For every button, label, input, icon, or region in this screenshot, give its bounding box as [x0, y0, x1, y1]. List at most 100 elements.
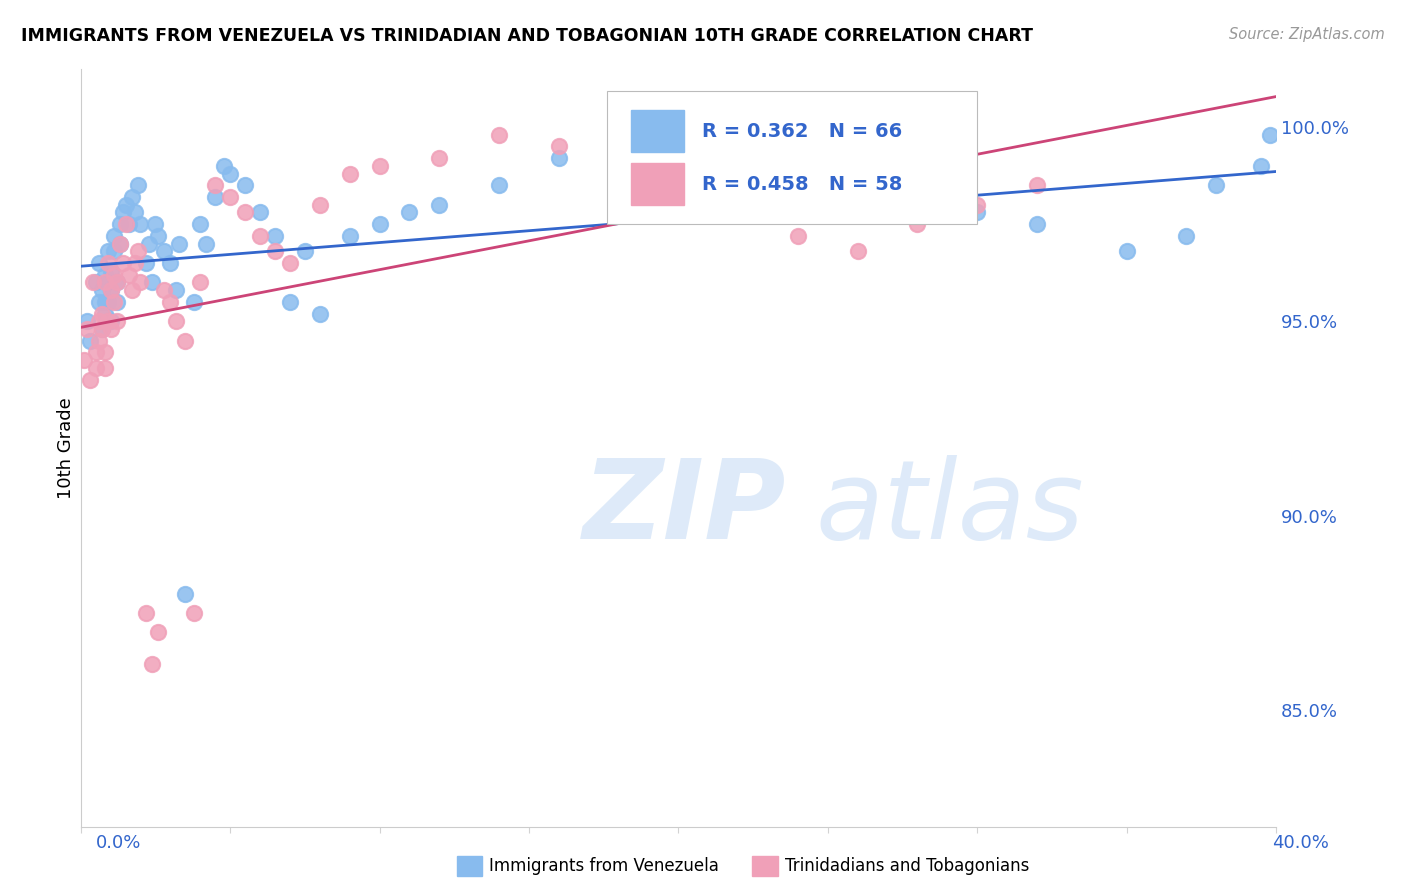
- Point: [174, 334, 197, 348]
- Point: [100, 283, 122, 297]
- Point: [219, 167, 242, 181]
- Point: [97, 314, 120, 328]
- Point: [97, 256, 120, 270]
- Point: [264, 244, 287, 259]
- Point: [148, 228, 170, 243]
- Point: [148, 625, 170, 640]
- Point: [129, 276, 152, 290]
- Point: [145, 217, 167, 231]
- Point: [124, 256, 146, 270]
- Point: [278, 256, 301, 270]
- Point: [1258, 128, 1281, 142]
- Text: R = 0.362   N = 66: R = 0.362 N = 66: [702, 122, 903, 141]
- Point: [1025, 217, 1047, 231]
- Point: [308, 197, 330, 211]
- Point: [90, 322, 112, 336]
- Point: [1175, 228, 1198, 243]
- Point: [1025, 178, 1047, 193]
- Point: [966, 205, 988, 219]
- Point: [93, 361, 115, 376]
- Point: [108, 217, 131, 231]
- Point: [786, 228, 808, 243]
- Bar: [630, 111, 685, 152]
- Point: [159, 294, 181, 309]
- Text: IMMIGRANTS FROM VENEZUELA VS TRINIDADIAN AND TOBAGONIAN 10TH GRADE CORRELATION C: IMMIGRANTS FROM VENEZUELA VS TRINIDADIAN…: [21, 27, 1033, 45]
- Point: [103, 268, 125, 282]
- Y-axis label: 10th Grade: 10th Grade: [58, 397, 75, 499]
- Text: Trinidadians and Tobagonians: Trinidadians and Tobagonians: [785, 857, 1029, 875]
- Point: [278, 294, 301, 309]
- Text: ZIP: ZIP: [582, 455, 786, 562]
- Point: [153, 244, 176, 259]
- Point: [76, 322, 98, 336]
- Point: [666, 178, 689, 193]
- Point: [84, 345, 107, 359]
- Point: [103, 244, 125, 259]
- Point: [427, 197, 450, 211]
- Point: [488, 178, 510, 193]
- Point: [204, 178, 226, 193]
- Point: [79, 373, 101, 387]
- Point: [135, 606, 157, 620]
- Point: [90, 283, 112, 297]
- Point: [368, 159, 391, 173]
- Point: [308, 306, 330, 320]
- Point: [398, 205, 420, 219]
- Point: [79, 334, 101, 348]
- Point: [427, 151, 450, 165]
- Point: [183, 294, 205, 309]
- Point: [111, 205, 134, 219]
- Point: [90, 306, 112, 320]
- Point: [188, 276, 211, 290]
- Point: [114, 197, 136, 211]
- Point: [73, 353, 96, 368]
- Point: [183, 606, 205, 620]
- Point: [105, 294, 128, 309]
- Point: [165, 283, 187, 297]
- Point: [97, 276, 120, 290]
- Point: [1250, 159, 1272, 173]
- Point: [233, 205, 256, 219]
- Point: [204, 190, 226, 204]
- Point: [141, 657, 163, 671]
- Point: [195, 236, 218, 251]
- Text: Source: ZipAtlas.com: Source: ZipAtlas.com: [1229, 27, 1385, 42]
- Point: [135, 256, 157, 270]
- Point: [488, 128, 510, 142]
- Point: [124, 205, 146, 219]
- Point: [82, 276, 104, 290]
- Point: [121, 190, 143, 204]
- Point: [966, 197, 988, 211]
- Point: [127, 178, 149, 193]
- Point: [264, 228, 287, 243]
- Point: [141, 276, 163, 290]
- Point: [93, 345, 115, 359]
- Point: [100, 283, 122, 297]
- Text: 40.0%: 40.0%: [1272, 834, 1329, 852]
- Point: [111, 256, 134, 270]
- Point: [97, 244, 120, 259]
- Point: [105, 314, 128, 328]
- Point: [93, 294, 115, 309]
- Point: [105, 276, 128, 290]
- Point: [727, 205, 749, 219]
- Point: [100, 314, 122, 328]
- Point: [666, 139, 689, 153]
- Point: [103, 228, 125, 243]
- Text: atlas: atlas: [815, 455, 1084, 562]
- Point: [100, 264, 122, 278]
- Point: [97, 294, 120, 309]
- FancyBboxPatch shape: [606, 91, 977, 224]
- Point: [90, 322, 112, 336]
- Point: [219, 190, 242, 204]
- Point: [339, 167, 361, 181]
- Bar: [630, 163, 685, 205]
- Point: [114, 217, 136, 231]
- Point: [93, 306, 115, 320]
- Point: [121, 283, 143, 297]
- Point: [905, 217, 928, 231]
- Point: [294, 244, 316, 259]
- Point: [103, 294, 125, 309]
- Point: [368, 217, 391, 231]
- Point: [105, 276, 128, 290]
